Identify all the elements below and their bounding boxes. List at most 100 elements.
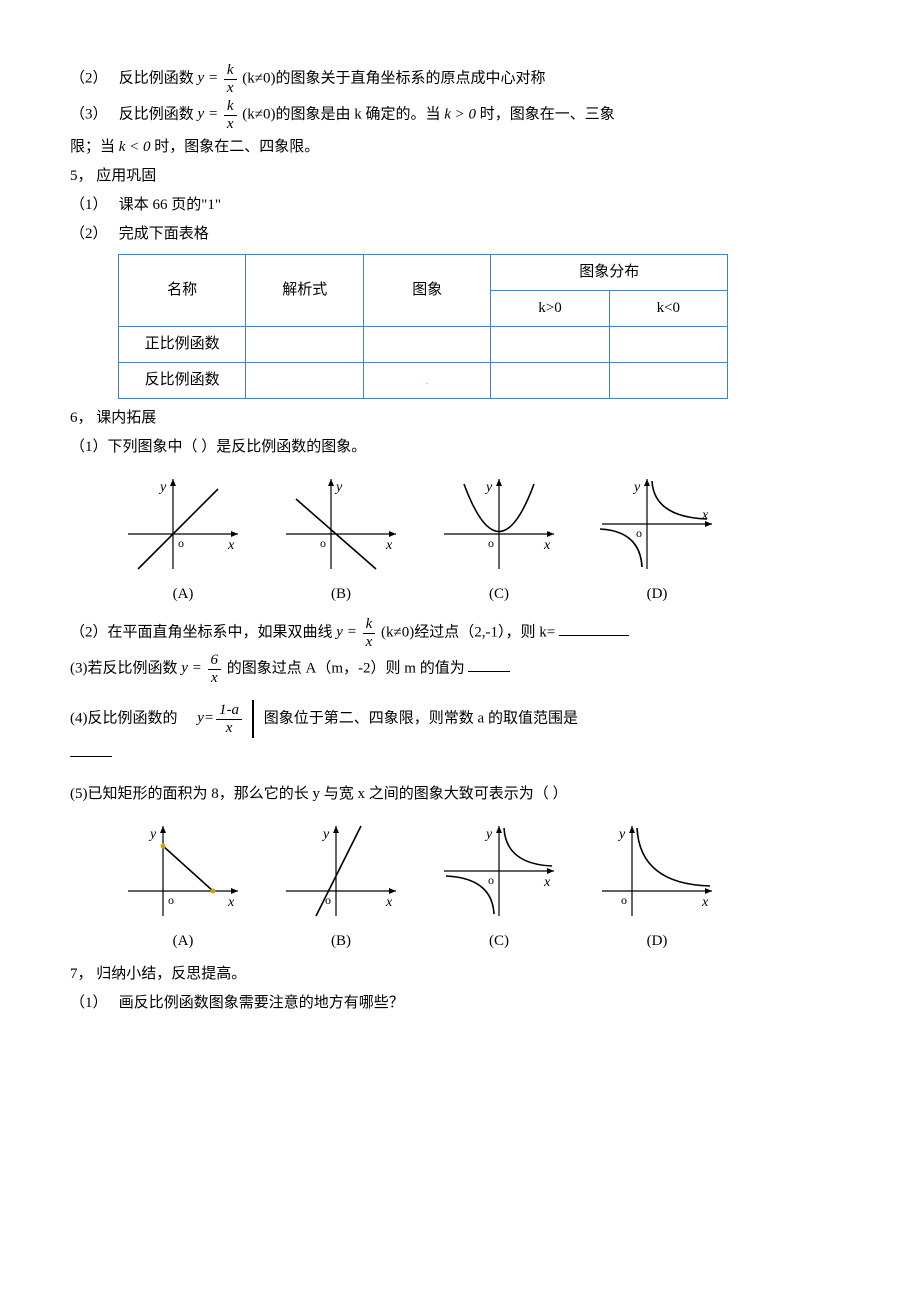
sec5-p1-text: 课本 66 页的"1" — [119, 197, 221, 213]
th-kneg: k<0 — [609, 291, 727, 327]
section-7: 7， 归纳小结，反思提高。 — [70, 961, 850, 988]
svg-text:x: x — [701, 508, 709, 523]
blank-q3 — [468, 671, 510, 672]
formula-k-lt-0: k < 0 — [119, 139, 151, 155]
graph-1a: y x o (A) — [118, 469, 248, 608]
item-2-num: （2） — [70, 70, 108, 86]
th-img: 图象 — [364, 255, 491, 327]
sec5-num: 5， — [70, 168, 93, 184]
item-3-text-a: 反比例函数 — [119, 106, 198, 122]
label-1a: (A) — [118, 581, 248, 608]
formula-q3: y = 6x — [181, 660, 227, 676]
item-3-num: （3） — [70, 106, 108, 122]
formula-q4-box: y=1-ax — [187, 700, 254, 738]
graph-row-2: y x o (A) y x o (B) — [118, 816, 850, 955]
svg-text:x: x — [701, 895, 709, 910]
sec7-p1-text: 画反比例函数图象需要注意的地方有哪些？ — [119, 995, 404, 1011]
label-2d: (D) — [592, 928, 722, 955]
label-1c: (C) — [434, 581, 564, 608]
svg-text:x: x — [385, 538, 393, 553]
q2-a: （2）在平面直角坐标系中，如果双曲线 — [70, 624, 336, 640]
svg-text:x: x — [385, 895, 393, 910]
q3-b: 的图象过点 A（m，-2）则 m 的值为 — [227, 660, 465, 676]
sec6-q5: (5)已知矩形的面积为 8，那么它的长 y 与宽 x 之间的图象大致可表示为（ … — [70, 781, 850, 808]
sec7-p1: （1） 画反比例函数图象需要注意的地方有哪些？ — [70, 990, 850, 1017]
td-row2-expr — [246, 363, 364, 399]
label-2c: (C) — [434, 928, 564, 955]
formula-y-eq-k-over-x-1: y = kx — [198, 70, 243, 86]
sec6-q4-blank — [70, 740, 850, 767]
graph-row-1: y x o (A) y x o (B) — [118, 469, 850, 608]
td-row2-img: . — [364, 363, 491, 399]
q3-a: (3)若反比例函数 — [70, 660, 181, 676]
blank-q4 — [70, 756, 112, 757]
svg-text:x: x — [227, 895, 235, 910]
item-2-text-a: 反比例函数 — [119, 70, 198, 86]
sec6-q2: （2）在平面直角坐标系中，如果双曲线 y = kx (k≠0)经过点（2,-1）… — [70, 616, 850, 650]
svg-text:y: y — [484, 480, 493, 495]
svg-text:x: x — [227, 538, 235, 553]
item-3-text-e: 时，图象在二、四象限。 — [154, 139, 319, 155]
label-2a: (A) — [118, 928, 248, 955]
svg-text:o: o — [488, 536, 494, 550]
sec6-q3: (3)若反比例函数 y = 6x 的图象过点 A（m，-2）则 m 的值为 — [70, 652, 850, 686]
svg-text:x: x — [543, 538, 551, 553]
svg-text:o: o — [320, 536, 326, 550]
svg-text:o: o — [178, 536, 184, 550]
svg-text:y: y — [617, 827, 626, 842]
svg-text:x: x — [543, 875, 551, 890]
svg-text:y: y — [158, 480, 167, 495]
svg-text:o: o — [488, 873, 494, 887]
graph-1c: y x o (C) — [434, 469, 564, 608]
sec6-q4: (4)反比例函数的 y=1-ax 图象位于第二、四象限，则常数 a 的取值范围是 — [70, 700, 850, 738]
formula-k-gt-0: k > 0 — [444, 106, 476, 122]
item-3-cont: 限；当 k < 0 时，图象在二、四象限。 — [70, 134, 850, 161]
label-1d: (D) — [592, 581, 722, 608]
td-row2-kpos — [491, 363, 609, 399]
item-3-text-d: 限；当 — [70, 139, 115, 155]
graph-1b: y x o (B) — [276, 469, 406, 608]
item-3-text-c: 时，图象在一、三象 — [480, 106, 615, 122]
sec6-title: 课内拓展 — [96, 410, 156, 426]
td-row1-kneg — [609, 327, 727, 363]
sec7-title: 归纳小结，反思提高。 — [96, 966, 246, 982]
td-row1-img — [364, 327, 491, 363]
comparison-table: 名称 解析式 图象 图象分布 k>0 k<0 正比例函数 反比例函数 . — [118, 254, 728, 399]
td-row2-name: 反比例函数 — [119, 363, 246, 399]
graph-2a: y x o (A) — [118, 816, 248, 955]
blank-q2 — [559, 635, 629, 636]
svg-text:o: o — [168, 893, 174, 907]
svg-text:o: o — [621, 893, 627, 907]
q4-b: 图象位于第二、四象限，则常数 a 的取值范围是 — [264, 710, 578, 726]
sec6-num: 6， — [70, 410, 93, 426]
svg-text:o: o — [636, 526, 642, 540]
svg-text:y: y — [334, 480, 343, 495]
sec5-p1-num: （1） — [70, 197, 108, 213]
sec5-title: 应用巩固 — [96, 168, 156, 184]
th-dist: 图象分布 — [491, 255, 728, 291]
sec5-p2-text: 完成下面表格 — [119, 226, 209, 242]
formula-y-eq-k-over-x-2: y = kx — [198, 106, 243, 122]
label-2b: (B) — [276, 928, 406, 955]
q4-a: (4)反比例函数的 — [70, 710, 181, 726]
td-row1-kpos — [491, 327, 609, 363]
td-row1-name: 正比例函数 — [119, 327, 246, 363]
formula-q2: y = kx — [336, 624, 381, 640]
item-3-text-b: (k≠0)的图象是由 k 确定的。当 — [242, 106, 440, 122]
section-6: 6， 课内拓展 — [70, 405, 850, 432]
item-2-text-b: (k≠0)的图象关于直角坐标系的原点成中心对称 — [242, 70, 545, 86]
sec6-q1: （1）下列图象中（ ）是反比例函数的图象。 — [70, 434, 850, 461]
sec5-p2: （2） 完成下面表格 — [70, 221, 850, 248]
sec7-p1-num: （1） — [70, 995, 108, 1011]
item-3: （3） 反比例函数 y = kx (k≠0)的图象是由 k 确定的。当 k > … — [70, 98, 850, 132]
graph-2c: y x o (C) — [434, 816, 564, 955]
graph-2d: y x o (D) — [592, 816, 722, 955]
label-1b: (B) — [276, 581, 406, 608]
sec5-p1: （1） 课本 66 页的"1" — [70, 192, 850, 219]
q2-b: (k≠0)经过点（2,-1），则 k= — [381, 624, 555, 640]
sec5-p2-num: （2） — [70, 226, 108, 242]
th-expr: 解析式 — [246, 255, 364, 327]
graph-1d: y x o (D) — [592, 469, 722, 608]
svg-text:y: y — [321, 827, 330, 842]
th-kpos: k>0 — [491, 291, 609, 327]
